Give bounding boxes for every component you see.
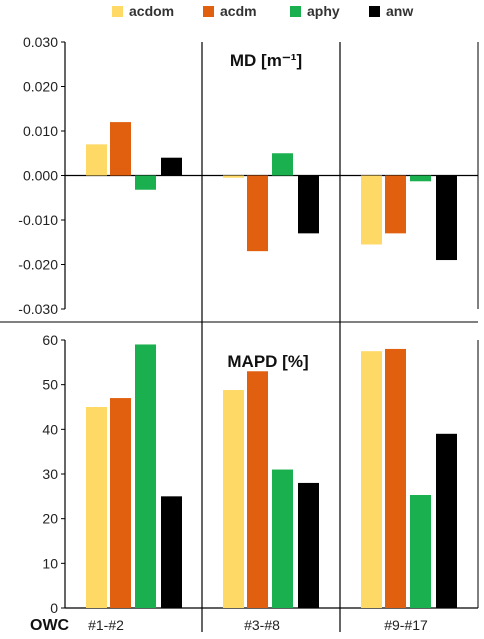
y-tick-label: 0.010 bbox=[23, 123, 58, 139]
bar-anw-1 bbox=[298, 482, 319, 608]
legend-label-aphy: aphy bbox=[307, 3, 340, 19]
x-axis-label: OWC bbox=[30, 617, 70, 634]
legend-item-anw: anw bbox=[369, 3, 413, 19]
legend-label-acdm: acdm bbox=[220, 3, 257, 19]
bar-anw-1 bbox=[298, 175, 319, 234]
legend-swatch-anw bbox=[369, 5, 380, 17]
bar-anw-2 bbox=[436, 433, 457, 608]
y-tick-label: 60 bbox=[42, 332, 58, 348]
y-tick-label: -0.020 bbox=[18, 257, 58, 273]
bar-acdom-1 bbox=[223, 175, 244, 178]
x-tick-label: #9-#17 bbox=[384, 617, 428, 633]
y-tick-label: 30 bbox=[42, 466, 58, 482]
bar-acdm-0 bbox=[110, 398, 131, 608]
legend-swatch-aphy bbox=[290, 5, 301, 17]
bar-anw-2 bbox=[436, 175, 457, 261]
bar-acdom-2 bbox=[361, 351, 382, 608]
y-tick-label: 0.030 bbox=[23, 34, 58, 50]
legend-swatch-acdom bbox=[112, 5, 123, 17]
bar-acdm-1 bbox=[247, 175, 268, 252]
legend-item-acdm: acdm bbox=[203, 3, 257, 19]
y-tick-label: -0.030 bbox=[18, 301, 58, 317]
legend-swatch-acdm bbox=[203, 5, 214, 17]
bar-acdm-0 bbox=[110, 122, 131, 176]
panel-title: MD [m⁻¹] bbox=[230, 51, 302, 70]
bar-aphy-0 bbox=[135, 175, 156, 190]
bar-acdom-0 bbox=[86, 144, 107, 176]
y-tick-label: 0.000 bbox=[23, 168, 58, 184]
bar-aphy-1 bbox=[272, 469, 293, 608]
bar-acdom-0 bbox=[86, 407, 107, 608]
y-tick-label: -0.010 bbox=[18, 212, 58, 228]
bar-acdom-1 bbox=[223, 390, 244, 608]
y-tick-label: 20 bbox=[42, 511, 58, 527]
chart-panel-0: 0.030 0.020 0.010 0.000 -0.010 -0.020 -0.030 MD… bbox=[18, 34, 479, 317]
y-tick-label: 50 bbox=[42, 377, 58, 393]
bar-acdm-2 bbox=[385, 348, 406, 608]
y-tick-label: 0.020 bbox=[23, 79, 58, 95]
y-tick-label: 10 bbox=[42, 555, 58, 571]
panel-title: MAPD [%] bbox=[227, 352, 308, 371]
chart-panel-1: 60 50 40 30 20 10 0 MAPD [%] bbox=[42, 332, 479, 616]
legend: acdom acdm aphy anw bbox=[0, 0, 484, 24]
bar-aphy-1 bbox=[272, 153, 293, 176]
x-tick-label: #1-#2 bbox=[88, 617, 124, 633]
bar-aphy-0 bbox=[135, 344, 156, 608]
legend-label-anw: anw bbox=[386, 3, 414, 19]
x-tick-label: #3-#8 bbox=[244, 617, 280, 633]
bar-acdm-2 bbox=[385, 175, 406, 234]
bar-anw-0 bbox=[161, 157, 182, 176]
y-tick-label: 0 bbox=[50, 600, 58, 616]
legend-item-acdom: acdom bbox=[112, 3, 174, 19]
bar-aphy-2 bbox=[410, 175, 431, 182]
legend-label-acdom: acdom bbox=[129, 3, 175, 19]
bar-aphy-2 bbox=[410, 494, 431, 608]
bar-anw-0 bbox=[161, 496, 182, 608]
bar-acdom-2 bbox=[361, 175, 382, 245]
bar-acdm-1 bbox=[247, 371, 268, 608]
y-tick-label: 40 bbox=[42, 421, 58, 437]
legend-item-aphy: aphy bbox=[290, 3, 340, 19]
